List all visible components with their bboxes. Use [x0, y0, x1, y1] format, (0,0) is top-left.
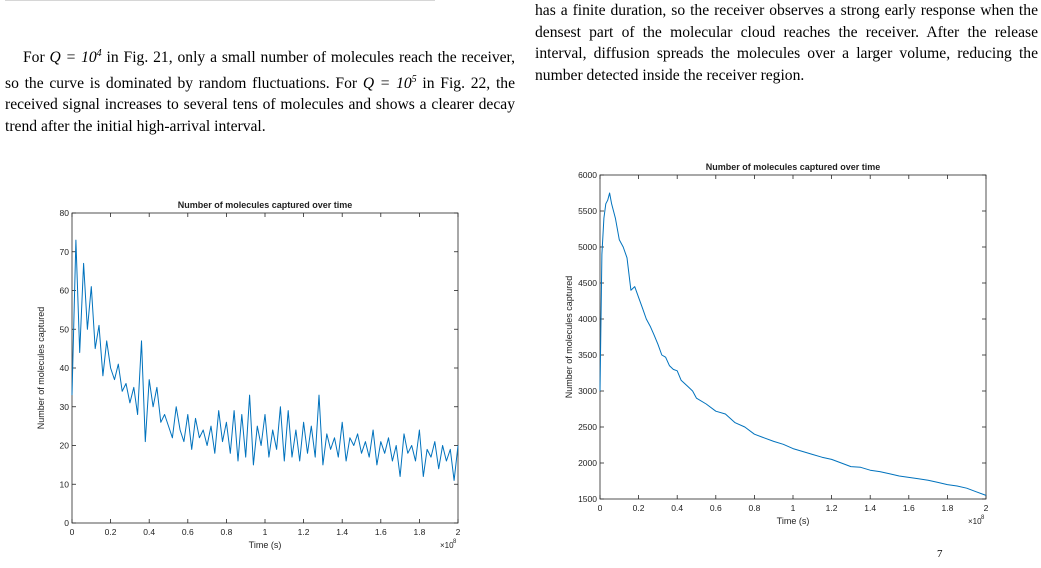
y-tick-label: 50	[60, 324, 70, 334]
series-line	[71, 239, 459, 481]
y-tick-label: 5500	[578, 206, 597, 216]
x-tick-label: 0	[598, 503, 603, 513]
chart-title: Number of molecules captured over time	[706, 162, 881, 172]
x-tick-label: 0.4	[671, 503, 683, 513]
y-tick-label: 3000	[578, 386, 597, 396]
series-line	[599, 192, 987, 496]
x-tick-label: 1.4	[864, 503, 876, 513]
x-tick-label: 0.6	[182, 527, 194, 537]
figure-21: Number of molecules captured over time 0 0…	[20, 195, 470, 560]
x-tick-label: 0.4	[143, 527, 155, 537]
x-tick-label: 1.2	[298, 527, 310, 537]
x-multiplier-exp: 8	[453, 539, 457, 545]
y-tick-label: 4000	[578, 314, 597, 324]
chart-right-svg: Number of molecules captured over time 0 0…	[564, 162, 989, 526]
y-tick-label: 1500	[578, 494, 597, 504]
text-fragment: For	[23, 49, 50, 67]
left-column-text: For Q = 104 in Fig. 21, only a small num…	[5, 0, 515, 137]
y-axis-label: Number of molecules captured	[564, 276, 574, 399]
y-tick-label: 20	[60, 441, 70, 451]
text-fragment: in Fig. 21, only a small number of molec…	[5, 49, 515, 92]
x-multiplier: ×10	[968, 517, 982, 526]
y-tick-label: 80	[60, 208, 70, 218]
x-tick-label: 1.6	[375, 527, 387, 537]
caption-fragment: 7	[937, 548, 943, 560]
x-tick-label: 1.8	[941, 503, 953, 513]
x-tick-label: 0	[70, 527, 75, 537]
y-tick-label: 2000	[578, 458, 597, 468]
x-tick-label: 0.2	[105, 527, 117, 537]
y-tick-label: 0	[64, 518, 69, 528]
x-tick-label: 0.2	[633, 503, 645, 513]
x-tick-label: 1.4	[336, 527, 348, 537]
y-tick-label: 40	[60, 363, 70, 373]
x-axis-label: Time (s)	[249, 540, 282, 550]
y-tick-label: 3500	[578, 350, 597, 360]
x-tick-label: 1.6	[903, 503, 915, 513]
plot-area	[599, 174, 987, 500]
right-paragraph: has a finite duration, so the receiver o…	[535, 2, 1038, 84]
x-tick-label: 0.6	[710, 503, 722, 513]
y-tick-label: 70	[60, 247, 70, 257]
y-tick-label: 6000	[578, 170, 597, 180]
y-tick-label: 2500	[578, 422, 597, 432]
x-multiplier-exp: 8	[981, 515, 985, 521]
chart-title: Number of molecules captured over time	[178, 200, 353, 210]
x-tick-label: 0.8	[748, 503, 760, 513]
math-q2: Q = 105	[362, 73, 417, 92]
top-rule	[5, 0, 435, 1]
y-tick-label: 60	[60, 286, 70, 296]
x-tick-label: 1.2	[826, 503, 838, 513]
math-q1: Q = 104	[49, 48, 102, 67]
x-axis-label: Time (s)	[777, 516, 810, 526]
x-tick-label: 1	[791, 503, 796, 513]
x-tick-label: 1.8	[413, 527, 425, 537]
left-paragraph: For Q = 104 in Fig. 21, only a small num…	[5, 0, 515, 137]
x-tick-label: 1	[263, 527, 268, 537]
y-tick-label: 10	[60, 479, 70, 489]
y-tick-label: 5000	[578, 242, 597, 252]
y-tick-label: 4500	[578, 278, 597, 288]
text-fragment: in Fig. 22, the received signal increase…	[5, 74, 515, 135]
y-axis-label: Number of molecules captured	[36, 307, 46, 430]
x-multiplier: ×10	[440, 541, 454, 550]
x-tick-label: 2	[984, 503, 989, 513]
x-tick-label: 2	[456, 527, 461, 537]
figure-22: Number of molecules captured over time 0 0…	[552, 155, 1002, 545]
y-tick-label: 30	[60, 402, 70, 412]
x-tick-label: 0.8	[220, 527, 232, 537]
right-column-text: has a finite duration, so the receiver o…	[535, 0, 1038, 86]
